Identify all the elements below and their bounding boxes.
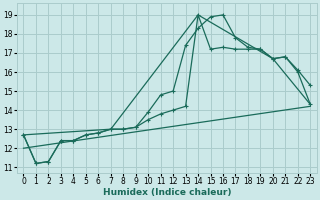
X-axis label: Humidex (Indice chaleur): Humidex (Indice chaleur)	[103, 188, 231, 197]
